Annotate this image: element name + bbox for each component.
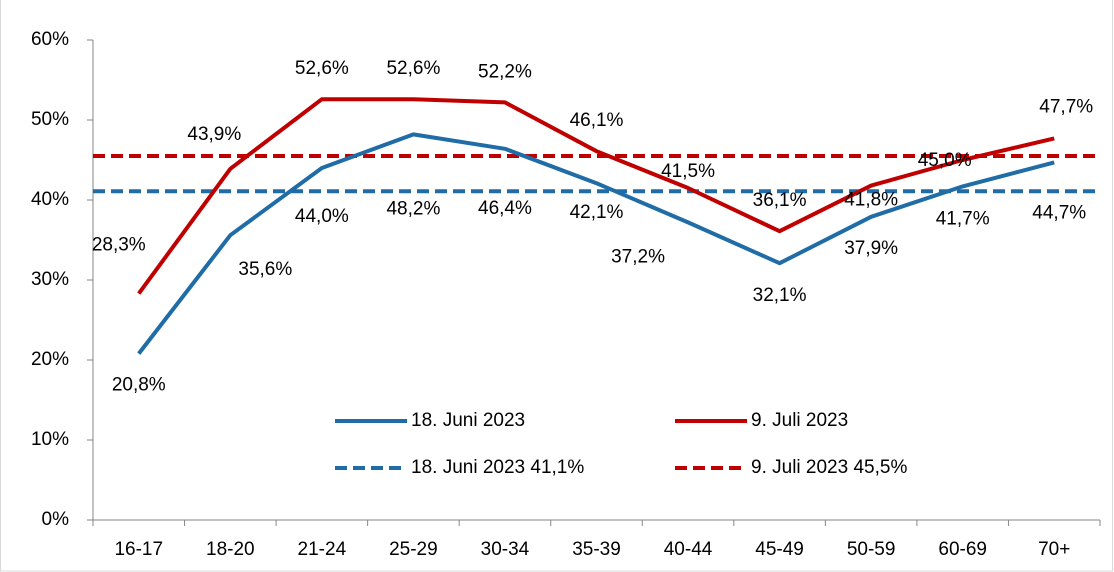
- data-label: 52,6%: [386, 58, 440, 79]
- x-tick-label: 40-44: [664, 539, 713, 560]
- legend-label: 9. Juli 2023: [751, 410, 848, 431]
- x-tick-label: 25-29: [389, 539, 438, 560]
- data-label: 44,0%: [295, 206, 349, 227]
- y-tick-label: 20%: [31, 349, 69, 370]
- data-label: 43,9%: [187, 124, 241, 145]
- data-label: 47,7%: [1039, 96, 1093, 117]
- data-label: 48,2%: [386, 198, 440, 219]
- data-label: 52,2%: [478, 61, 532, 82]
- x-tick-label: 16-17: [114, 539, 163, 560]
- data-label: 52,6%: [295, 58, 349, 79]
- y-tick-label: 40%: [31, 189, 69, 210]
- x-tick-label: 30-34: [481, 539, 530, 560]
- x-tick-label: 50-59: [847, 539, 896, 560]
- y-tick-label: 60%: [31, 29, 69, 50]
- data-label: 20,8%: [112, 375, 166, 396]
- series-line: [137, 97, 1055, 295]
- x-tick-label: 70+: [1038, 539, 1070, 560]
- y-tick-label: 10%: [31, 429, 69, 450]
- x-tick-label: 60-69: [938, 539, 987, 560]
- series-line: [137, 132, 1055, 355]
- data-label: 32,1%: [753, 285, 807, 306]
- data-label: 46,4%: [478, 198, 532, 219]
- x-tick-label: 45-49: [755, 539, 804, 560]
- legend-label: 18. Juni 2023: [411, 410, 525, 431]
- data-label: 41,7%: [936, 208, 990, 229]
- data-label: 37,9%: [844, 238, 898, 259]
- legend-label: 9. Juli 2023 45,5%: [751, 457, 907, 478]
- data-label: 41,5%: [661, 161, 715, 182]
- data-label: 44,7%: [1032, 202, 1086, 223]
- legend-label: 18. Juni 2023 41,1%: [411, 457, 584, 478]
- data-label: 36,1%: [753, 190, 807, 211]
- x-tick-label: 18-20: [206, 539, 255, 560]
- y-tick-label: 30%: [31, 269, 69, 290]
- data-label: 45,0%: [918, 150, 972, 171]
- y-tick-label: 50%: [31, 109, 69, 130]
- data-label: 46,1%: [570, 110, 624, 131]
- x-tick-label: 21-24: [298, 539, 347, 560]
- data-label: 41,8%: [844, 190, 898, 211]
- y-tick-label: 0%: [42, 509, 70, 530]
- data-label: 42,1%: [570, 202, 624, 223]
- x-tick-label: 35-39: [572, 539, 621, 560]
- data-label: 35,6%: [238, 259, 292, 280]
- data-label: 37,2%: [611, 246, 665, 267]
- data-label: 28,3%: [92, 235, 146, 256]
